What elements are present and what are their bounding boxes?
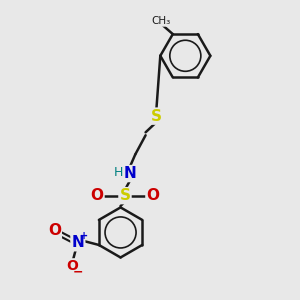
Text: O: O bbox=[66, 259, 78, 273]
Text: −: − bbox=[73, 265, 84, 278]
Text: N: N bbox=[71, 235, 84, 250]
Text: H: H bbox=[114, 166, 123, 178]
Text: S: S bbox=[119, 188, 130, 203]
Text: O: O bbox=[91, 188, 103, 203]
Text: +: + bbox=[80, 231, 88, 241]
Text: S: S bbox=[150, 109, 161, 124]
Text: O: O bbox=[48, 224, 61, 238]
Text: O: O bbox=[146, 188, 159, 203]
Text: N: N bbox=[124, 166, 136, 181]
Text: CH₃: CH₃ bbox=[152, 16, 171, 26]
